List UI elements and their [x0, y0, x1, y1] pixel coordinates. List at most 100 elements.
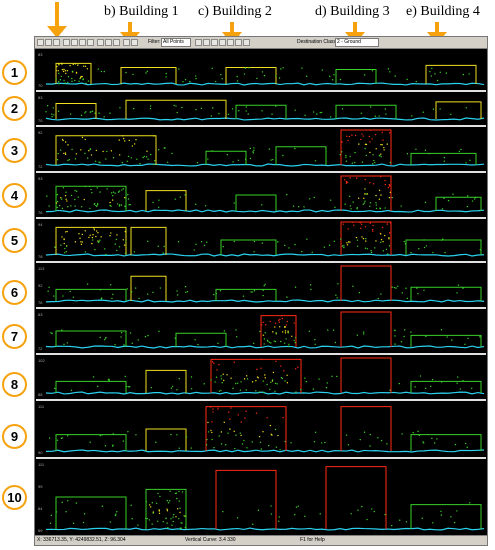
status-help: F1 for Help: [300, 537, 325, 543]
vegetation-points: [47, 283, 464, 300]
building-points: [61, 135, 155, 166]
profile-number-6: 6: [2, 280, 27, 305]
vegetation-points: [58, 67, 470, 83]
brush-icon[interactable]: [203, 39, 210, 46]
measure-icon[interactable]: [97, 39, 104, 46]
y-tick-label: 111: [38, 404, 45, 409]
building-profile: [435, 196, 482, 211]
profile-panel-2: 83 70: [36, 92, 486, 125]
y-tick-label: 70: [38, 83, 43, 88]
label-building-1: b) Building 1: [104, 4, 179, 19]
separator: [36, 90, 486, 92]
status-bar: X: 336713.35, Y: 4249832.51, Z: 96.304 V…: [35, 535, 487, 545]
ground-points: [45, 117, 485, 121]
y-tick-label: 76: [38, 210, 43, 215]
ground-points: [45, 391, 485, 395]
y-tick-label: 83: [38, 95, 43, 100]
separator: [36, 125, 486, 127]
building-profile: [55, 103, 97, 119]
building-profile: [145, 428, 187, 451]
building-profile: [55, 62, 92, 84]
polygon-icon[interactable]: [211, 39, 218, 46]
filter-select[interactable]: All Points: [161, 38, 191, 47]
profile-number-1: 1: [2, 60, 27, 85]
zoom-in-icon[interactable]: [63, 39, 70, 46]
vegetation-points: [53, 375, 473, 391]
ground-points: [45, 527, 485, 531]
open-icon[interactable]: [37, 39, 44, 46]
zoom-out-icon[interactable]: [71, 39, 78, 46]
y-tick-label: 92: [38, 130, 43, 135]
pencil-icon[interactable]: [195, 39, 202, 46]
building-profile: [410, 286, 482, 301]
vegetation-points: [46, 193, 477, 210]
grid-icon[interactable]: [53, 39, 60, 46]
building-profile: [410, 434, 482, 451]
pan-icon[interactable]: [79, 39, 86, 46]
y-tick-label: 93: [38, 176, 43, 181]
building-points: [55, 185, 126, 210]
building-points: [55, 62, 90, 85]
profile-number-9: 9: [2, 424, 27, 449]
ground-points: [45, 209, 485, 213]
building-profile: [340, 265, 392, 301]
building-profile: [340, 406, 392, 451]
undo-icon[interactable]: [235, 39, 242, 46]
building-profile: [220, 239, 277, 255]
destination-class-select[interactable]: 2 - Ground: [335, 38, 379, 47]
building-profile: [145, 190, 187, 211]
y-tick-label: 76: [38, 300, 43, 305]
profile-plot-3: 92 72: [38, 129, 485, 169]
building-points: [205, 406, 286, 451]
profile-plot-9: 111 90: [38, 404, 485, 455]
separator: [36, 307, 486, 309]
profile-panel-10: 111 99 84 69: [36, 459, 486, 535]
ground-points: [45, 299, 485, 303]
fit-icon[interactable]: [87, 39, 94, 46]
redo-icon[interactable]: [243, 39, 250, 46]
color-icon[interactable]: [123, 39, 130, 46]
building-profile: [410, 334, 482, 347]
save-icon[interactable]: [45, 39, 52, 46]
y-tick-label: 78: [38, 254, 43, 259]
building-profile: [55, 380, 127, 393]
y-tick-label: 92: [38, 283, 43, 288]
vegetation-points: [50, 329, 481, 346]
eraser-icon[interactable]: [227, 39, 234, 46]
building-profile: [335, 104, 397, 119]
y-tick-label: 72: [38, 346, 43, 351]
profile-icon[interactable]: [105, 39, 112, 46]
building-profile: [340, 175, 392, 211]
y-tick-label: 83: [38, 52, 43, 57]
arrow-down-icon-a: [47, 2, 67, 42]
building-profile: [130, 275, 167, 301]
profile-panel-5: 94 78: [36, 219, 486, 261]
profile-panel-8: 102 88: [36, 355, 486, 399]
building-profile: [405, 239, 482, 255]
building-profile: [55, 496, 127, 529]
profile-plot-2: 83 70: [38, 95, 485, 123]
profile-panel-3: 92 72: [36, 127, 486, 171]
vegetation-points: [54, 238, 481, 254]
y-tick-label: 69: [38, 528, 43, 533]
separator: [36, 457, 486, 459]
label-building-3: d) Building 3: [315, 4, 390, 19]
building-profile: [145, 488, 187, 529]
building-profile: [55, 185, 127, 211]
building-profile: [215, 469, 277, 529]
line-icon[interactable]: [219, 39, 226, 46]
building-profile: [435, 101, 482, 119]
profile-panel-9: 111 90: [36, 401, 486, 457]
building-points: [211, 358, 299, 394]
profile-panel-4: 93 76: [36, 173, 486, 217]
section-icon[interactable]: [113, 39, 120, 46]
settings-icon[interactable]: [131, 39, 138, 46]
y-tick-label: 94: [38, 222, 43, 227]
profile-plot-4: 93 76: [38, 175, 485, 215]
profile-number-10: 10: [2, 485, 27, 510]
building-profile: [410, 504, 482, 529]
building-profile: [55, 330, 127, 347]
building-points: [145, 490, 187, 529]
building-profile: [215, 288, 277, 301]
separator: [36, 261, 486, 263]
